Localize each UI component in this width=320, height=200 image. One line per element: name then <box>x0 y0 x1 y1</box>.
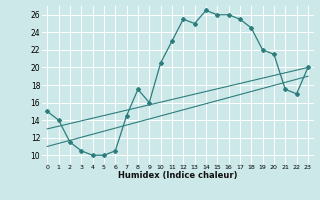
X-axis label: Humidex (Indice chaleur): Humidex (Indice chaleur) <box>118 171 237 180</box>
